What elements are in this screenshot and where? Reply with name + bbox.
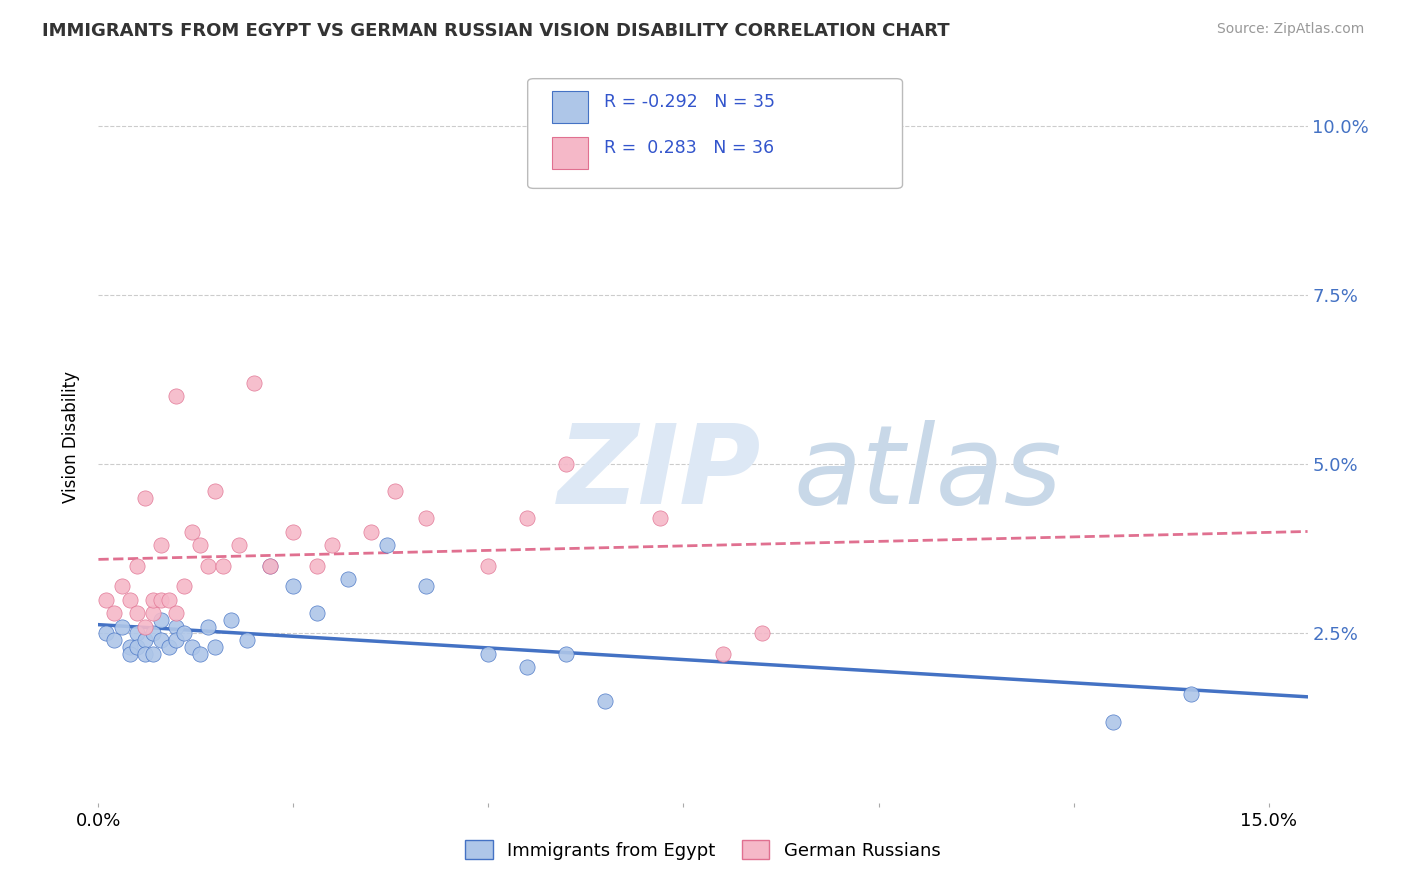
Point [118,592,141,607]
Text: R =  0.283   N = 36: R = 0.283 N = 36 [603,139,773,157]
Point [228,538,250,552]
Point [197,620,219,634]
Point [118,640,141,654]
Text: Source: ZipAtlas.com: Source: ZipAtlas.com [1216,22,1364,37]
Point [165,633,187,648]
Point [197,558,219,573]
Point [134,647,156,661]
Point [1101,714,1123,729]
Point [283,524,305,539]
Point [212,558,235,573]
Point [259,558,281,573]
Point [149,613,172,627]
Point [142,606,165,620]
Point [283,579,305,593]
Point [751,626,773,640]
Point [127,626,149,640]
Point [219,613,242,627]
Bar [551,90,588,123]
Point [149,538,172,552]
Point [142,592,165,607]
Point [516,511,538,525]
Point [127,606,149,620]
Text: atlas: atlas [793,420,1063,527]
Point [103,606,125,620]
Point [157,640,180,654]
Point [134,620,156,634]
Point [134,633,156,648]
Point [516,660,538,674]
Point [118,647,141,661]
Point [477,647,499,661]
Bar [551,136,588,169]
Point [305,606,328,620]
Point [711,647,734,661]
Point [165,620,187,634]
Point [415,579,437,593]
Point [111,579,134,593]
Point [235,633,257,648]
Point [142,626,165,640]
Point [157,592,180,607]
Point [595,694,617,708]
Point [243,376,266,390]
Point [477,558,499,573]
FancyBboxPatch shape [527,78,903,188]
Point [181,640,204,654]
Point [173,626,195,640]
Point [96,592,118,607]
Point [415,511,437,525]
Point [165,389,187,403]
Point [165,606,187,620]
Point [127,558,149,573]
Point [648,511,671,525]
Point [375,538,398,552]
Point [142,647,165,661]
Point [149,633,172,648]
Point [305,558,328,573]
Point [204,640,226,654]
Legend: Immigrants from Egypt, German Russians: Immigrants from Egypt, German Russians [458,833,948,867]
Point [360,524,382,539]
Point [96,626,118,640]
Point [181,524,204,539]
Point [384,484,406,499]
Point [111,620,134,634]
Point [188,647,211,661]
Point [555,457,578,471]
Point [1180,688,1202,702]
Point [259,558,281,573]
Point [127,640,149,654]
Y-axis label: Vision Disability: Vision Disability [62,371,80,503]
Point [204,484,226,499]
Point [188,538,211,552]
Point [337,572,360,586]
Text: ZIP: ZIP [558,420,762,527]
Text: IMMIGRANTS FROM EGYPT VS GERMAN RUSSIAN VISION DISABILITY CORRELATION CHART: IMMIGRANTS FROM EGYPT VS GERMAN RUSSIAN … [42,22,950,40]
Point [149,592,172,607]
Point [134,491,156,505]
Point [555,647,578,661]
Point [173,579,195,593]
Text: R = -0.292   N = 35: R = -0.292 N = 35 [603,93,775,111]
Point [103,633,125,648]
Point [321,538,343,552]
